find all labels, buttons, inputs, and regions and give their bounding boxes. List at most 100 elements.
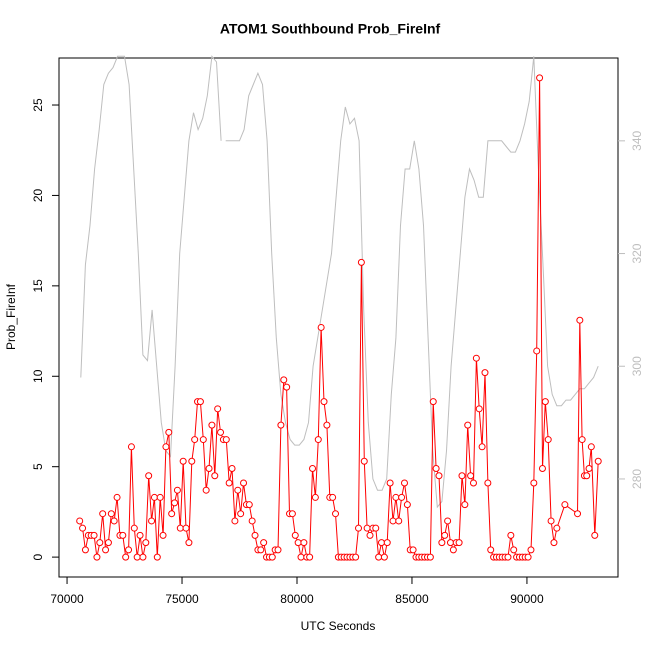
data-point: [438, 539, 446, 547]
data-point: [257, 546, 265, 554]
data-point: [127, 443, 135, 451]
data-point: [583, 472, 591, 480]
data-point: [481, 369, 489, 377]
y-tick-label: 10: [31, 369, 45, 383]
data-point: [538, 464, 546, 472]
data-point: [553, 524, 561, 532]
data-point: [475, 405, 483, 413]
data-point: [211, 472, 219, 480]
data-point: [449, 546, 457, 554]
data-point: [199, 436, 207, 444]
data-point: [165, 428, 173, 436]
data-point: [429, 398, 437, 406]
data-point: [182, 524, 190, 532]
data-point: [280, 376, 288, 384]
data-point: [159, 531, 167, 539]
data-point: [464, 421, 472, 429]
data-point: [283, 383, 291, 391]
data-point: [432, 464, 440, 472]
data-point: [441, 531, 449, 539]
data-point: [329, 493, 337, 501]
data-point: [237, 510, 245, 518]
data-point: [196, 398, 204, 406]
data-point: [245, 501, 253, 509]
data-point: [355, 524, 363, 532]
data-point: [409, 546, 417, 554]
data-point: [130, 524, 138, 532]
data-point: [234, 486, 242, 494]
data-point: [576, 316, 584, 324]
y-axis-label: Prob_FireInf: [4, 283, 18, 350]
y-tick-label: 20: [31, 188, 45, 202]
data-point: [268, 553, 276, 561]
x-tick-label: 70000: [50, 592, 84, 606]
data-point: [162, 443, 170, 451]
data-point: [541, 398, 549, 406]
data-point: [93, 553, 101, 561]
data-point: [145, 472, 153, 480]
x-axis-label: UTC Seconds: [301, 619, 376, 633]
data-point: [96, 539, 104, 547]
data-point: [469, 479, 477, 487]
data-point: [357, 258, 365, 266]
data-point: [248, 517, 256, 525]
data-point: [297, 553, 305, 561]
data-point: [591, 531, 599, 539]
data-point: [176, 524, 184, 532]
data-point: [142, 539, 150, 547]
x-tick-label: 85000: [395, 592, 429, 606]
data-point: [378, 539, 385, 547]
data-point: [274, 546, 282, 554]
data-point: [133, 553, 141, 561]
data-point: [139, 553, 147, 561]
data-point: [398, 493, 406, 501]
data-point: [291, 531, 299, 539]
data-point: [383, 539, 391, 547]
data-point: [102, 546, 110, 554]
data-point: [550, 539, 558, 547]
data-point: [99, 510, 107, 518]
data-point: [585, 464, 593, 472]
data-point: [179, 457, 187, 465]
data-point: [79, 524, 87, 532]
data-point: [507, 531, 515, 539]
data-point: [536, 74, 544, 82]
y-tick-label: 25: [31, 98, 45, 112]
plot-frame: [58, 57, 619, 578]
data-point: [426, 553, 434, 561]
data-point: [561, 501, 569, 509]
data-point: [332, 510, 340, 518]
data-point: [136, 531, 144, 539]
data-point: [487, 546, 495, 554]
y2-tick-label: 280: [630, 469, 644, 489]
data-point: [544, 436, 552, 444]
data-point: [547, 517, 555, 525]
data-point: [113, 493, 121, 501]
y-tick-label: 15: [31, 279, 45, 293]
data-point: [309, 464, 317, 472]
data-point: [81, 546, 89, 554]
y-tick-label: 0: [31, 553, 45, 560]
data-point: [403, 501, 411, 509]
data-point: [510, 546, 518, 554]
data-point: [202, 486, 210, 494]
data-point: [171, 499, 179, 507]
data-point: [90, 531, 98, 539]
data-point: [360, 457, 368, 465]
data-point: [217, 428, 225, 436]
data-point: [225, 479, 233, 487]
data-point: [277, 421, 285, 429]
data-point: [185, 539, 193, 547]
data-point: [527, 546, 535, 554]
x-tick-label: 75000: [165, 592, 199, 606]
data-point: [472, 354, 480, 362]
data-point: [191, 436, 199, 444]
secondary-line: [80, 55, 599, 509]
data-point: [311, 493, 319, 501]
data-point: [150, 493, 158, 501]
data-point: [205, 464, 213, 472]
data-point: [260, 539, 268, 547]
data-point: [352, 553, 360, 561]
y2-tick-label: 340: [630, 131, 644, 151]
data-point: [467, 472, 475, 480]
